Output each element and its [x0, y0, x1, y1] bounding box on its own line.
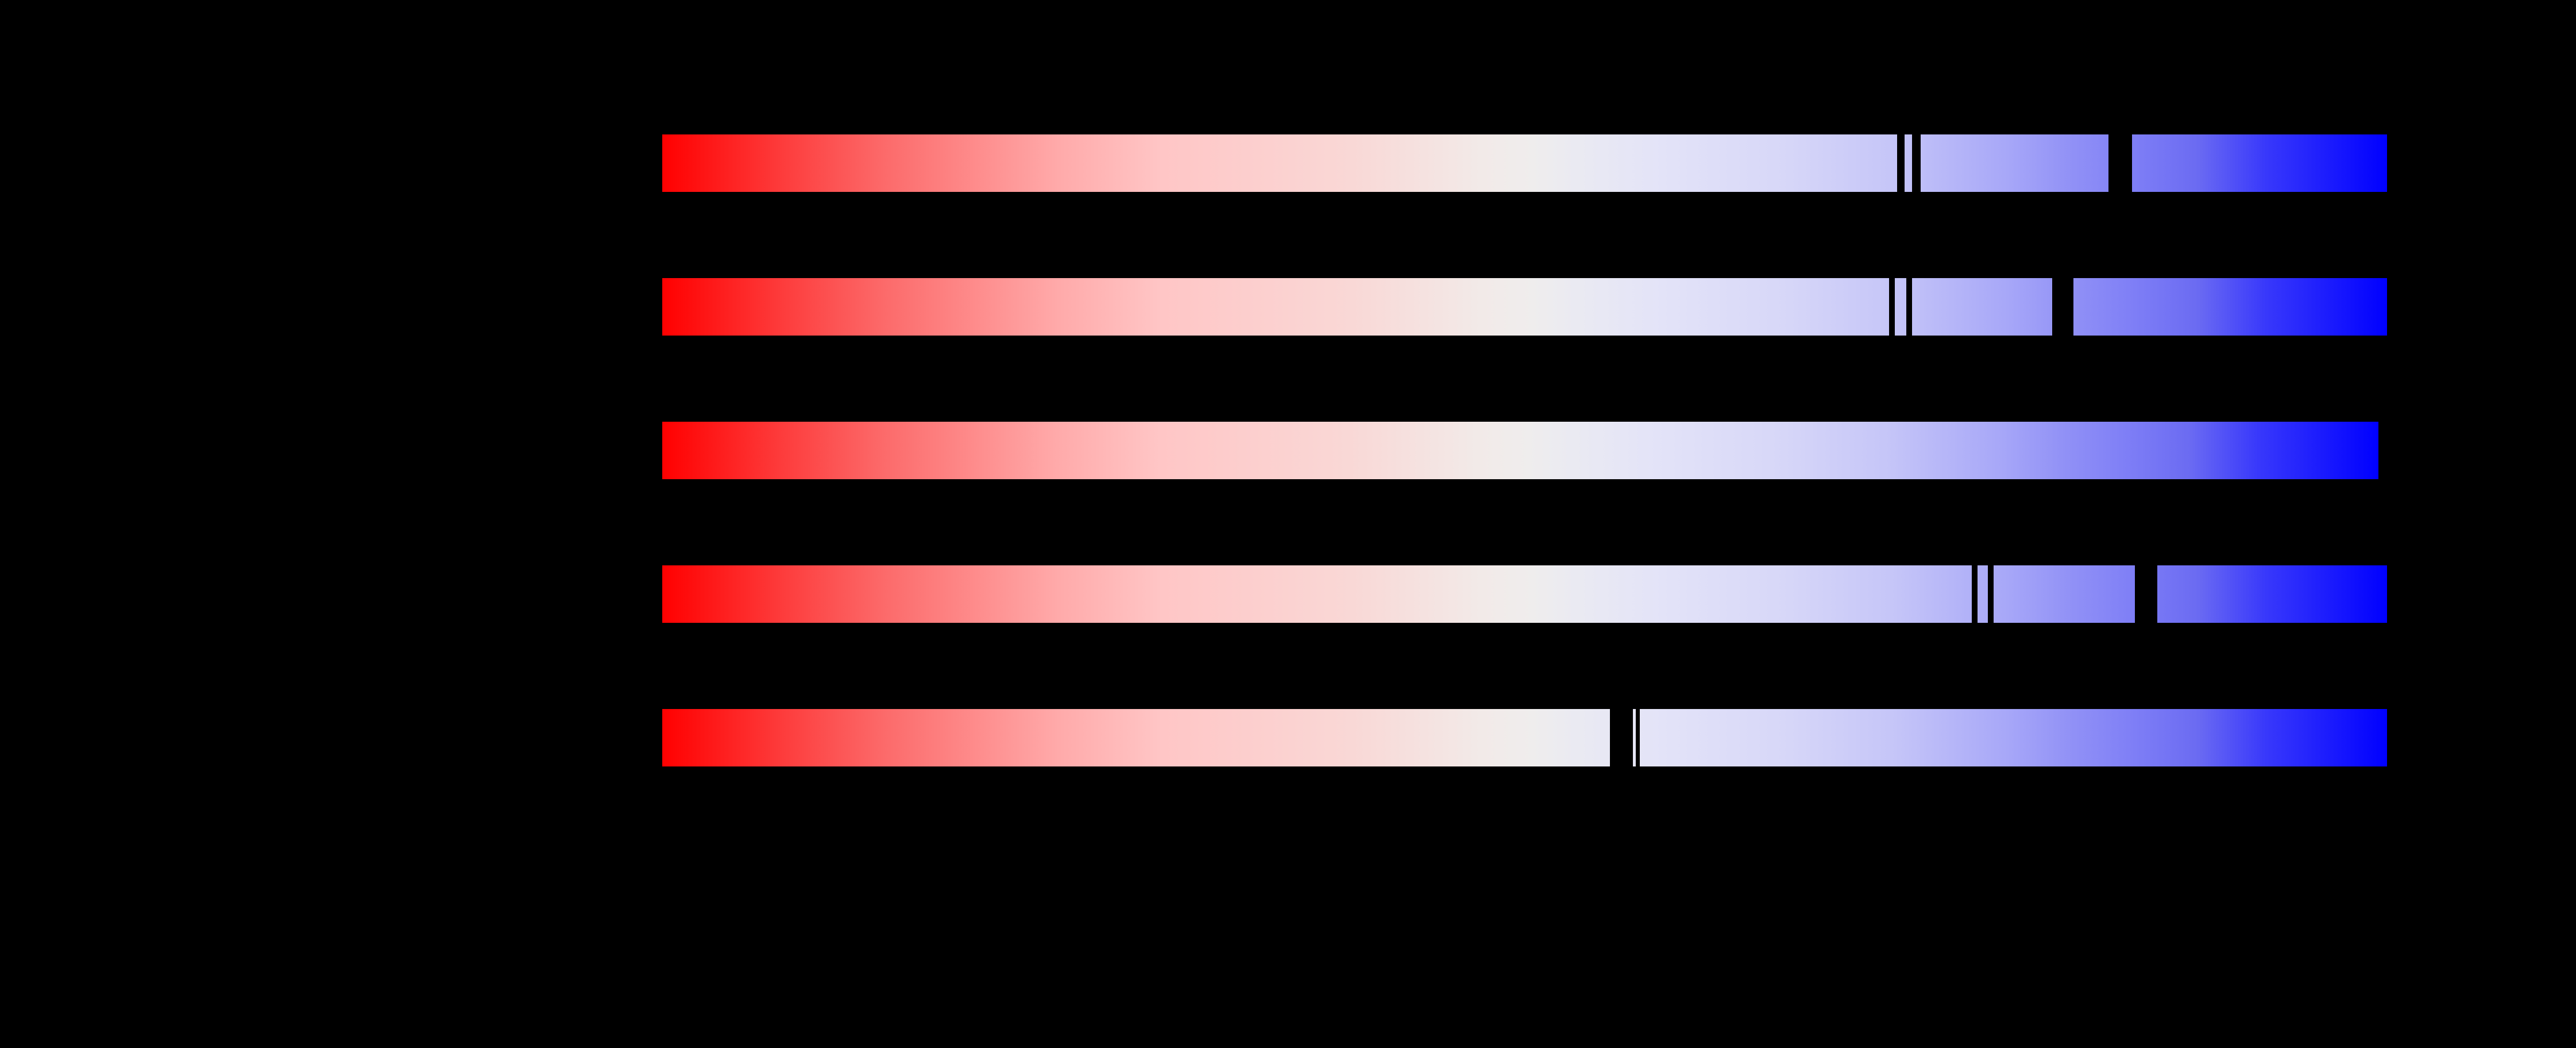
tick-mark [1988, 565, 1994, 623]
gradient-strip-2 [662, 278, 2388, 336]
tick-mark [1635, 709, 1640, 766]
tick-mark [1897, 134, 1905, 192]
gradient-strip-4 [662, 565, 2388, 623]
gradient-strip-1 [662, 134, 2388, 192]
gradient-strip-5 [662, 709, 2388, 766]
gap-mark [2108, 134, 2132, 192]
tick-mark [1906, 278, 1912, 336]
gap-mark [1610, 709, 1633, 766]
gap-mark [2052, 278, 2074, 336]
gradient-strip-3 [662, 421, 2378, 479]
tick-mark [1971, 565, 1978, 623]
tick-mark [1911, 134, 1921, 192]
gap-mark [2134, 565, 2157, 623]
tick-mark [1889, 278, 1895, 336]
